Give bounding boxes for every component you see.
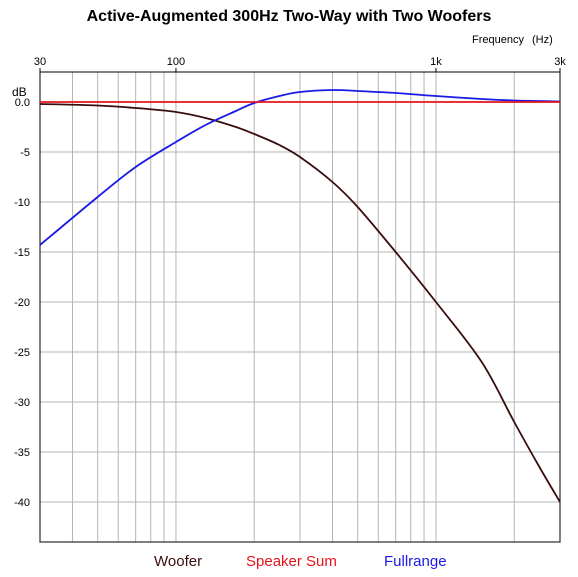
y-tick-label: 0.0	[15, 97, 30, 109]
x-tick-label: 100	[167, 56, 185, 68]
x-tick-label: 3k	[554, 56, 566, 68]
legend-woofer: Woofer	[154, 553, 203, 570]
legend-speaker-sum: Speaker Sum	[246, 553, 337, 570]
y-tick-label: -40	[14, 497, 30, 509]
y-tick-label: -25	[14, 347, 30, 359]
y-tick-label: -35	[14, 447, 30, 459]
chart-title: Active-Augmented 300Hz Two-Way with Two …	[86, 8, 492, 25]
legend-fullrange: Fullrange	[384, 553, 447, 570]
y-axis-label: dB	[12, 85, 27, 99]
x-axis-unit: (Hz)	[531, 34, 553, 46]
x-axis-label: Frequency	[472, 34, 524, 46]
y-tick-label: -30	[14, 397, 30, 409]
y-tick-label: -10	[14, 197, 30, 209]
x-tick-label: 30	[34, 56, 46, 68]
x-tick-label: 1k	[430, 56, 442, 68]
y-tick-label: -15	[14, 247, 30, 259]
series-line-woofer	[39, 103, 561, 503]
y-tick-label: -20	[14, 297, 30, 309]
y-tick-label: -5	[20, 147, 30, 159]
x-axis-title: Frequency (Hz)	[472, 34, 553, 46]
series-line-fullrange	[39, 89, 561, 246]
plot-frame	[39, 71, 561, 543]
